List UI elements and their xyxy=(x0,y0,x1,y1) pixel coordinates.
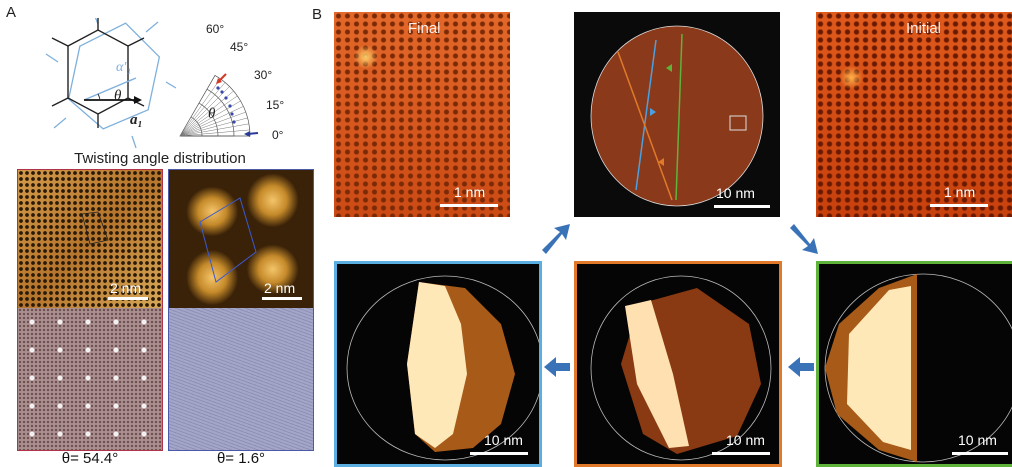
panel-a-letter: A xyxy=(6,4,17,21)
lattice-diagram xyxy=(45,18,176,148)
moire-cell-left xyxy=(81,211,109,245)
bottom-blue-island xyxy=(346,275,539,461)
theta-label-lattice: θ xyxy=(114,88,122,104)
scale-text-right: 2 nm xyxy=(264,280,296,296)
arrow-down-right xyxy=(790,224,818,254)
scale-text-left: 2 nm xyxy=(110,280,142,296)
bottom-green-island xyxy=(824,273,1012,463)
initial-stm-image xyxy=(816,12,1012,217)
simulation-left xyxy=(17,308,163,451)
bottom-green-scale-text: 10 nm xyxy=(958,432,997,448)
bottom-blue-tile xyxy=(334,261,542,467)
bottom-orange-scale-text: 10 nm xyxy=(726,432,765,448)
caption-right: θ= 1.6° xyxy=(216,450,266,467)
panel-b-letter: B xyxy=(312,6,323,23)
a1-prime-label: α′₁ xyxy=(116,60,132,75)
bottom-orange-scale-bar xyxy=(712,452,770,455)
fan-tick-15: 15° xyxy=(266,98,285,112)
scale-bar-right xyxy=(262,297,302,300)
fan-tick-0: 0° xyxy=(272,128,284,142)
bottom-green-scale-bar xyxy=(952,452,1008,455)
fan-tick-30: 30° xyxy=(254,68,273,82)
arrow-left-2 xyxy=(788,357,814,377)
final-stm-image xyxy=(334,12,510,217)
initial-label: Initial xyxy=(906,20,942,37)
final-scale-text: 1 nm xyxy=(454,184,486,200)
initial-scale-bar xyxy=(930,204,988,207)
initial-scale-text: 1 nm xyxy=(944,184,976,200)
bottom-orange-island xyxy=(590,275,772,461)
bottom-blue-scale-bar xyxy=(470,452,528,455)
a1-label: a₁ xyxy=(130,112,143,128)
bottom-blue-scale-text: 10 nm xyxy=(484,432,523,448)
final-label: Final xyxy=(408,20,441,37)
angle-fan-chart xyxy=(179,73,259,137)
center-stm-image xyxy=(574,12,780,217)
stm-image-right xyxy=(168,169,314,309)
simulation-right xyxy=(168,308,314,451)
bottom-orange-tile xyxy=(574,261,782,467)
moire-cell-right xyxy=(199,197,257,283)
fan-theta-label: θ xyxy=(208,106,216,122)
fan-tick-45: 45° xyxy=(230,40,249,54)
center-island-overlay xyxy=(590,25,764,207)
scale-bar-left xyxy=(108,297,148,300)
final-scale-bar xyxy=(440,204,498,207)
bottom-green-tile xyxy=(816,261,1012,467)
center-scale-text: 10 nm xyxy=(716,185,755,201)
caption-left: θ= 54.4° xyxy=(61,450,119,467)
center-scale-bar xyxy=(714,205,770,208)
arrow-up-right xyxy=(542,224,570,254)
fan-tick-60: 60° xyxy=(206,22,225,36)
stm-image-left xyxy=(17,169,163,309)
arrow-left-1 xyxy=(544,357,570,377)
distribution-title: Twisting angle distribution xyxy=(74,150,246,167)
